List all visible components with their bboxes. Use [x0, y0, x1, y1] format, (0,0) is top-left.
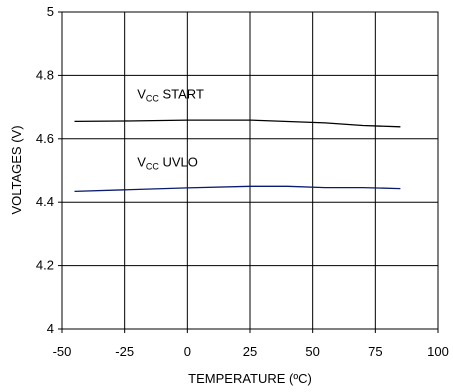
series-label-main: V	[137, 87, 146, 102]
y-tick-label: 4.2	[36, 258, 54, 273]
y-tick-label: 4	[47, 321, 54, 336]
x-tick-label: 100	[427, 344, 449, 359]
x-tick-label: -50	[53, 344, 72, 359]
series-line-1	[74, 185, 401, 193]
x-tick-label: 0	[184, 344, 191, 359]
series-label-rest: START	[159, 87, 204, 102]
x-tick-label: -25	[115, 344, 134, 359]
grid	[62, 12, 438, 329]
y-axis-label: VOLTAGES (V)	[9, 125, 24, 214]
series-label-rest: UVLO	[159, 155, 198, 170]
x-axis-label: TEMPERATURE (ºC)	[188, 371, 312, 386]
y-tick-label: 4.6	[36, 131, 54, 146]
series-lines	[74, 119, 401, 193]
series-label-main: V	[137, 155, 146, 170]
x-tick-label: 75	[368, 344, 382, 359]
series-label-sub: CC	[146, 162, 159, 172]
x-tick-label: 25	[243, 344, 257, 359]
y-tick-label: 5	[47, 4, 54, 19]
y-tick-label: 4.8	[36, 67, 54, 82]
y-tick-label: 4.4	[36, 194, 54, 209]
series-line-0	[74, 119, 401, 128]
tick-labels: -50 -25 0 25 50 75 100 4 4.2 4.4 4.6 4.8 5	[36, 4, 449, 359]
series-label-0: VCC START	[137, 87, 204, 104]
series-label-1: VCC UVLO	[137, 155, 198, 172]
x-tick-label: 50	[305, 344, 319, 359]
series-label-sub: CC	[146, 94, 159, 104]
